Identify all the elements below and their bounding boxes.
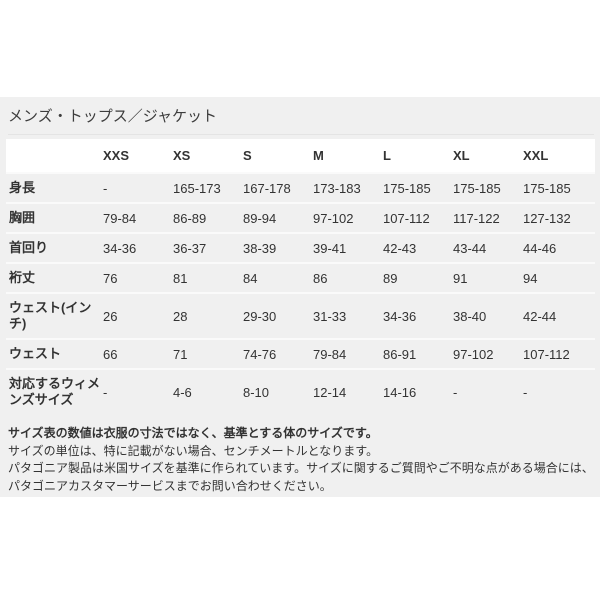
table-row: 首回り 34-36 36-37 38-39 39-41 42-43 43-44 44-46 [6, 233, 595, 263]
size-cell: 86-91 [383, 346, 417, 362]
table-row: ウェスト(インチ) 26 28 29-30 31-33 34-36 38-40 42-44 [6, 293, 595, 339]
size-cell: 107-112 [523, 346, 570, 362]
size-cell: 36-37 [173, 240, 207, 256]
table-row: 胸囲 79-84 86-89 89-94 97-102 107-112 117-122 127… [6, 203, 595, 233]
table-row: ウェスト 66 71 74-76 79-84 86-91 97-102 107-112 [6, 339, 595, 369]
size-cell: 44-46 [523, 240, 557, 256]
size-notes: サイズ表の数値は衣服の寸法ではなく、基準とする体のサイズです。 サイズの単位は、… [8, 425, 594, 495]
size-cell: 38-40 [453, 308, 487, 324]
size-cell: 26 [103, 308, 118, 324]
size-cell: 97-102 [453, 346, 494, 362]
size-cell: 79-84 [313, 346, 347, 362]
row-label: 裄丈 [9, 270, 36, 285]
corner-cell [6, 139, 103, 173]
size-cell: 31-33 [313, 308, 347, 324]
column-header: S [243, 148, 252, 163]
size-cell: 91 [453, 270, 468, 286]
size-cell: 8-10 [243, 384, 270, 400]
size-cell: 4-6 [173, 384, 192, 400]
size-cell: 66 [103, 346, 118, 362]
size-cell: 43-44 [453, 240, 487, 256]
size-cell: 42-44 [523, 308, 557, 324]
size-cell: 173-183 [313, 180, 361, 196]
size-cell: 165-173 [173, 180, 221, 196]
size-cell: 12-14 [313, 384, 347, 400]
size-cell: 86-89 [173, 210, 207, 226]
size-cell: 34-36 [383, 308, 417, 324]
table-row: 身長 - 165-173 167-178 173-183 175-185 175-185 17… [6, 173, 595, 203]
size-cell: 76 [103, 270, 118, 286]
row-label: 胸囲 [9, 210, 36, 225]
size-cell: 74-76 [243, 346, 277, 362]
row-label: 対応するウィメンズサイズ [9, 376, 101, 407]
size-cell: 175-185 [523, 180, 571, 196]
size-cell: 71 [173, 346, 188, 362]
size-table-header-row: XXS XS S M L XL XXL [6, 139, 595, 173]
size-cell: 127-132 [523, 210, 571, 226]
size-chart-panel: メンズ・トップス／ジャケット XXS XS S M L XL XXL 身長 - 165-173 1… [0, 97, 600, 497]
size-cell: - [103, 180, 108, 196]
size-cell: 42-43 [383, 240, 417, 256]
row-label: 首回り [9, 240, 49, 255]
note-us-sizing-contact: パタゴニア製品は米国サイズを基準に作られています。サイズに関するご質問やご不明な… [8, 461, 594, 493]
size-cell: 81 [173, 270, 188, 286]
size-cell: 84 [243, 270, 258, 286]
row-label: 身長 [9, 180, 36, 195]
size-cell: 175-185 [383, 180, 431, 196]
size-cell: 107-112 [383, 210, 430, 226]
size-cell: 94 [523, 270, 538, 286]
size-cell: 34-36 [103, 240, 137, 256]
size-cell: 79-84 [103, 210, 137, 226]
size-cell: 167-178 [243, 180, 291, 196]
size-cell: 97-102 [313, 210, 354, 226]
column-header: XXS [103, 148, 130, 163]
column-header: M [313, 148, 324, 163]
size-cell: 175-185 [453, 180, 501, 196]
row-label: ウェスト [9, 346, 62, 361]
size-cell: 89-94 [243, 210, 277, 226]
size-cell: - [523, 384, 528, 400]
size-cell: 28 [173, 308, 188, 324]
column-header: L [383, 148, 391, 163]
row-label: ウェスト(インチ) [9, 300, 92, 331]
column-header: XL [453, 148, 470, 163]
size-cell: 117-122 [453, 210, 500, 226]
column-header: XXL [523, 148, 549, 163]
size-cell: 86 [313, 270, 328, 286]
size-cell: - [103, 384, 108, 400]
size-cell: 14-16 [383, 384, 417, 400]
note-body-measurements: サイズ表の数値は衣服の寸法ではなく、基準とする体のサイズです。 [8, 426, 378, 440]
size-cell: 39-41 [313, 240, 347, 256]
size-table: XXS XS S M L XL XXL 身長 - 165-173 167-178 173-183 17… [6, 139, 595, 414]
size-cell: 29-30 [243, 308, 277, 324]
size-cell: 89 [383, 270, 398, 286]
size-table-body: 身長 - 165-173 167-178 173-183 175-185 175-185 17… [6, 173, 595, 414]
size-cell: - [453, 384, 458, 400]
column-header: XS [173, 148, 191, 163]
note-units: サイズの単位は、特に記載がない場合、センチメートルとなります。 [8, 443, 379, 458]
table-row: 裄丈 76 81 84 86 89 91 94 [6, 263, 595, 293]
page-title: メンズ・トップス／ジャケット [8, 97, 594, 135]
table-row: 対応するウィメンズサイズ -4-6 8-10 12-14 14-16- - [6, 369, 595, 414]
size-cell: 38-39 [243, 240, 277, 256]
